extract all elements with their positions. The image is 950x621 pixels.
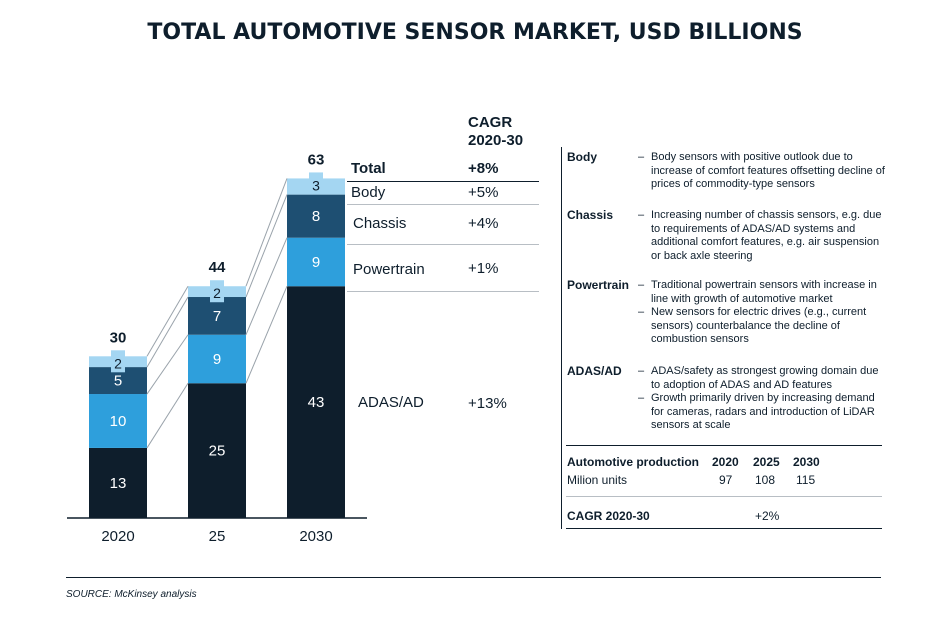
data-label: 2 [213, 285, 221, 301]
connector-line [146, 382, 189, 449]
segment-bullet: ADAS/safety as strongest growing domain … [651, 365, 879, 391]
data-label: 5 [114, 373, 122, 390]
category-label-total: Total [351, 160, 386, 177]
data-label: 13 [110, 475, 127, 492]
cagr-value-chassis: +4% [468, 215, 499, 232]
connector-line [146, 334, 189, 395]
x-tick-label: 25 [209, 528, 226, 545]
bar-segment-chassis [188, 297, 246, 335]
production-year-2030: 2030 [793, 455, 820, 469]
body-label-tab [210, 280, 224, 303]
segment-title-body: Body [567, 150, 597, 164]
segment-text-chassis: – Increasing number of chassis sensors, e… [638, 209, 888, 263]
segment-title-chassis: Chassis [567, 208, 614, 222]
production-value-2025: 108 [755, 473, 776, 487]
bar-segment-powertrain [89, 394, 147, 448]
x-tick-label: 2020 [101, 528, 134, 545]
category-label-body: Body [351, 184, 386, 201]
production-year-2025: 2025 [753, 455, 780, 469]
cagr-header-line1: CAGR [468, 114, 513, 131]
body-label-tab [309, 172, 323, 195]
cagr-header-line2: 2020-30 [468, 132, 524, 149]
connector-line [245, 178, 288, 287]
cagr-value-body: +5% [468, 184, 499, 201]
segment-text-adas: – ADAS/safety as strongest growing domain… [638, 365, 888, 433]
segment-bullet: Increasing number of chassis sensors, e.… [651, 209, 882, 262]
segment-title-powertrain: Powertrain [567, 278, 630, 292]
chart-title: TOTAL AUTOMOTIVE SENSOR MARKET, USD BILL… [147, 20, 803, 45]
footer-rule [66, 577, 881, 578]
cagr-total-divider [347, 181, 539, 182]
bar-segment-adasad [89, 447, 147, 518]
data-label: 2 [114, 355, 122, 371]
bar-segment-chassis [287, 194, 345, 238]
segment-bullet: Body sensors with positive outlook due t… [651, 151, 885, 190]
source-note: SOURCE: McKinsey analysis [66, 589, 197, 600]
bar-segment-adasad [188, 383, 246, 518]
segment-bullet: Traditional powertrain sensors with incr… [651, 279, 877, 305]
data-label: 10 [110, 413, 127, 430]
bar-segment-powertrain [188, 334, 246, 384]
body-label-tab [111, 350, 125, 373]
production-cagr-label: CAGR 2020-30 [567, 509, 650, 523]
connector-line [146, 296, 189, 368]
production-row-label: Milion units [567, 473, 628, 487]
production-mid-rule [566, 496, 882, 497]
production-year-2020: 2020 [712, 455, 739, 469]
total-label: 63 [308, 151, 325, 168]
connector-line [245, 286, 288, 384]
production-value-2020: 97 [719, 473, 733, 487]
connector-line [245, 237, 288, 335]
data-label: 7 [213, 308, 221, 325]
cagr-value-adas: +13% [468, 395, 507, 412]
data-label: 9 [312, 254, 320, 271]
category-label-chassis: Chassis [353, 215, 407, 232]
production-header: Automotive production [567, 455, 699, 469]
segment-bullet: New sensors for electric drives (e.g., c… [651, 306, 867, 345]
segment-text-powertrain: – Traditional powertrain sensors with inc… [638, 279, 888, 347]
segment-title-adas: ADAS/AD [567, 364, 622, 378]
data-label: 8 [312, 208, 320, 225]
data-label: 25 [209, 443, 226, 460]
cagr-chassis-divider [347, 244, 539, 245]
x-tick-label: 2030 [299, 528, 332, 545]
cagr-header: CAGR 2020-30 [468, 114, 523, 150]
production-top-rule [566, 445, 882, 446]
production-bottom-rule [566, 528, 882, 529]
panel-divider [561, 147, 562, 529]
category-label-powertrain: Powertrain [353, 261, 425, 278]
cagr-body-divider [347, 204, 539, 205]
data-label: 9 [213, 351, 221, 368]
total-label: 30 [110, 329, 127, 346]
cagr-value-total: +8% [468, 160, 499, 177]
segment-bullet: Growth primarily driven by increasing de… [651, 392, 875, 431]
cagr-value-powertrain: +1% [468, 260, 499, 277]
data-label: 3 [312, 177, 320, 193]
total-label: 44 [209, 259, 226, 276]
bar-segment-powertrain [287, 237, 345, 287]
production-cagr-value: +2% [755, 509, 780, 523]
connector-line [146, 285, 189, 357]
bar-segment-adasad [287, 286, 345, 518]
connector-line [245, 194, 288, 298]
data-label: 43 [308, 394, 325, 411]
cagr-powertrain-divider [347, 291, 539, 292]
category-label-adas: ADAS/AD [358, 394, 424, 411]
production-value-2030: 115 [796, 473, 816, 487]
segment-text-body: – Body sensors with positive outlook due … [638, 151, 888, 192]
